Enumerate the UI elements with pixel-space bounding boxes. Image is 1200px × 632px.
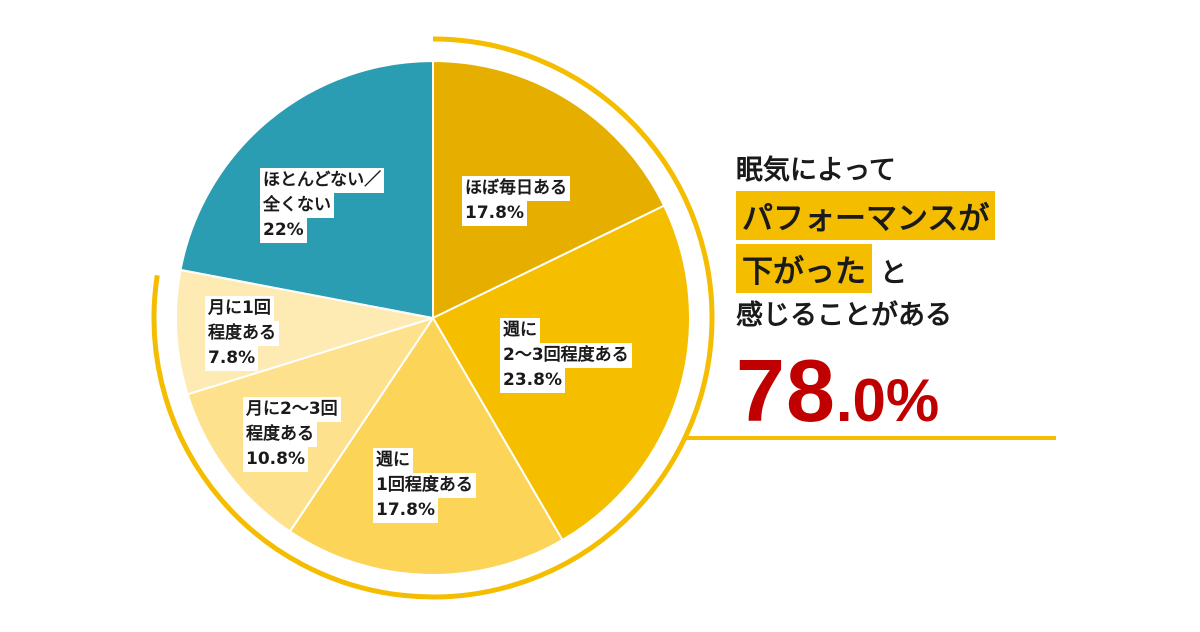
slice-label-text: 月に2〜3回 bbox=[243, 397, 341, 422]
slice-label-text: 月に1回 bbox=[205, 296, 274, 321]
slice-label-weekly-2-3: 週に 2〜3回程度ある 23.8% bbox=[500, 318, 632, 393]
slice-label-monthly-2-3: 月に2〜3回 程度ある 10.8% bbox=[243, 397, 341, 472]
headline-particle: と bbox=[880, 258, 907, 289]
slice-value: 22% bbox=[260, 218, 307, 243]
slice-label-text: ほとんどない／ bbox=[260, 168, 385, 193]
slice-label-text: ほぼ毎日ある bbox=[462, 176, 570, 201]
slice-label-text: 週に bbox=[373, 448, 413, 473]
slice-value: 7.8% bbox=[205, 346, 259, 371]
highlight-arc bbox=[151, 36, 1056, 600]
slice-value: 17.8% bbox=[462, 201, 527, 226]
highlight-arc-path bbox=[151, 36, 715, 600]
slice-label-text: 週に bbox=[500, 318, 540, 343]
slice-label-every-day: ほぼ毎日ある 17.8% bbox=[462, 176, 570, 226]
headline-highlight-2: 下がった bbox=[736, 244, 872, 293]
slice-label-text: 1回程度ある bbox=[373, 473, 476, 498]
slice-label-monthly-1: 月に1回 程度ある 7.8% bbox=[205, 296, 279, 371]
slice-label-rarely-never: ほとんどない／ 全くない 22% bbox=[260, 168, 385, 243]
summary-percent-integer: 78 bbox=[736, 341, 836, 440]
headline-line-1: 眠気によって bbox=[736, 155, 896, 186]
headline-line-4: 感じることがある bbox=[736, 300, 952, 331]
slice-label-text: 2〜3回程度ある bbox=[500, 343, 632, 368]
slice-label-weekly-1: 週に 1回程度ある 17.8% bbox=[373, 448, 476, 523]
pie-slice-2 bbox=[288, 316, 564, 576]
slice-label-text: 程度ある bbox=[205, 321, 279, 346]
slice-value: 23.8% bbox=[500, 368, 565, 393]
slice-label-text: 全くない bbox=[260, 193, 334, 218]
summary-percentage: 78.0% bbox=[736, 340, 939, 442]
slice-label-text: 程度ある bbox=[243, 422, 317, 447]
headline-highlight-1: パフォーマンスが bbox=[736, 191, 996, 240]
headline-line-3: 下がったと bbox=[736, 244, 907, 293]
slice-value: 10.8% bbox=[243, 447, 308, 472]
summary-percent-decimal: .0% bbox=[835, 367, 940, 434]
slice-value: 17.8% bbox=[373, 498, 438, 523]
